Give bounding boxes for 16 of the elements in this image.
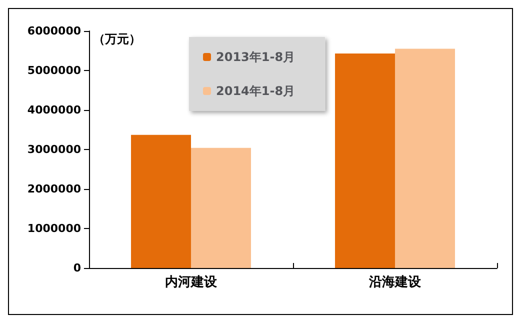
y-axis-title: （万元）: [93, 32, 141, 46]
bar: [395, 48, 455, 268]
y-tick-label: 4000000: [27, 104, 82, 116]
y-tick-label: 6000000: [27, 24, 82, 38]
y-tick-label: 3000000: [27, 143, 82, 156]
bar: [191, 148, 251, 268]
y-tick-label: 2000000: [27, 182, 82, 196]
y-tick-label: 0: [73, 262, 82, 274]
bar: [131, 134, 191, 268]
x-tick-label: 内河建设: [165, 275, 218, 290]
bar: [335, 54, 395, 268]
x-tick-label: 沿海建设: [368, 275, 422, 290]
y-tick-label: 5000000: [27, 64, 82, 77]
legend-label: 2014年1-8月: [216, 84, 296, 98]
y-tick-label: 1000000: [27, 222, 82, 235]
legend-label: 2013年1-8月: [216, 50, 296, 64]
